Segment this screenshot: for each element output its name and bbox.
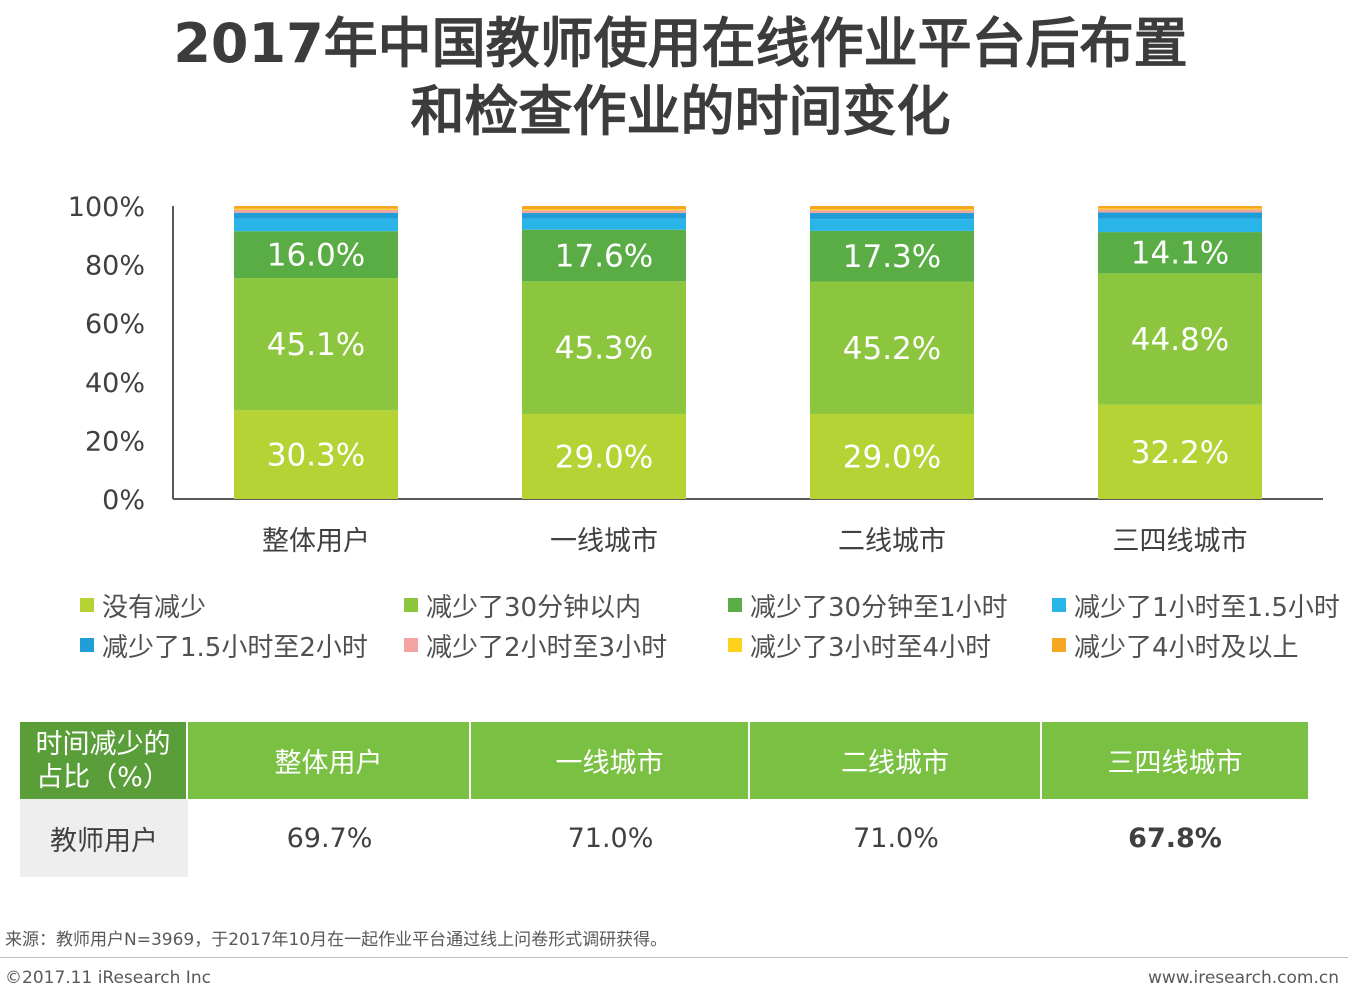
bar-segment — [1098, 208, 1262, 210]
legend-label: 减少了30分钟至1小时 — [750, 592, 1008, 623]
legend-swatch — [728, 638, 742, 652]
y-tick-label: 100% — [68, 192, 145, 223]
y-tick-label: 60% — [85, 309, 145, 340]
legend-label: 减少了1小时至1.5小时 — [1074, 592, 1340, 623]
legend-item: 没有减少 — [80, 585, 206, 625]
legend-swatch — [80, 638, 94, 652]
summary-value: 71.0% — [853, 822, 939, 854]
data-label: 14.1% — [1131, 236, 1229, 272]
legend-swatch — [1052, 598, 1066, 612]
summary-header-cell: 二线城市 — [750, 722, 1042, 799]
bar-segment — [234, 278, 398, 411]
bar-segment — [810, 281, 974, 415]
bar-segment — [1098, 212, 1262, 219]
summary-value-highlight: 67.8% — [1128, 822, 1222, 854]
legend-label: 减少了3小时至4小时 — [750, 632, 992, 663]
data-label: 17.3% — [843, 239, 941, 275]
bar-segment — [810, 213, 974, 220]
stacked-bar-chart: 0% 20% 40% 60% 80% 100% 30.3% 45.1% 16.0% 整体用户 29.… — [68, 192, 1323, 557]
legend-swatch — [404, 598, 418, 612]
legend-item: 减少了1小时至1.5小时 — [1052, 585, 1340, 625]
x-category-label: 整体用户 — [262, 526, 370, 557]
legend-label: 减少了1.5小时至2小时 — [102, 632, 368, 663]
bar-segment — [810, 414, 974, 499]
legend-label: 没有减少 — [102, 592, 207, 623]
x-category-label: 三四线城市 — [1113, 526, 1248, 557]
bar-segment — [810, 230, 974, 282]
summary-row-label: 教师用户 — [20, 799, 188, 877]
summary-header-cell: 三四线城市 — [1042, 722, 1308, 799]
data-label: 17.6% — [555, 239, 653, 275]
legend-label: 减少了30分钟以内 — [426, 592, 642, 623]
summary-value: 71.0% — [567, 822, 654, 854]
data-label: 45.2% — [843, 331, 941, 367]
summary-header-cell: 一线城市 — [471, 722, 750, 799]
bar-segment — [1098, 232, 1262, 274]
summary-header-first: 时间减少的占比（%） — [20, 722, 188, 799]
bar-segment — [522, 210, 686, 214]
bar-segment — [234, 410, 398, 499]
website-link[interactable]: www.iresearch.com.cn — [1147, 968, 1339, 988]
title-line-1: 2017年中国教师使用在线作业平台后布置 — [173, 12, 1188, 75]
bar-segment — [234, 208, 398, 210]
legend-swatch — [404, 638, 418, 652]
data-label: 16.0% — [267, 238, 365, 274]
bar-segment — [810, 206, 974, 210]
legend-label: 减少了4小时及以上 — [1074, 632, 1299, 663]
data-label: 44.8% — [1131, 322, 1229, 358]
legend-swatch — [1052, 638, 1066, 652]
y-tick-label: 80% — [85, 251, 145, 282]
bar-segment — [810, 209, 974, 211]
bar-segment — [522, 281, 686, 415]
footer-divider — [0, 957, 1348, 958]
legend-item: 减少了4小时及以上 — [1052, 625, 1299, 665]
y-tick-label: 40% — [85, 368, 145, 399]
legend-item: 减少了30分钟至1小时 — [728, 585, 1008, 625]
bar-segment — [810, 210, 974, 214]
bar-segment — [522, 213, 686, 219]
bar-segment — [234, 231, 398, 279]
bar-segment — [522, 229, 686, 282]
bar-segment — [234, 209, 398, 213]
legend-item: 减少了3小时至4小时 — [728, 625, 991, 665]
data-label: 45.3% — [555, 331, 653, 367]
bar-segment — [1098, 218, 1262, 233]
x-category-label: 二线城市 — [838, 526, 946, 557]
source-note: 来源：教师用户N=3969，于2017年10月在一起作业平台通过线上问卷形式调研… — [5, 930, 668, 950]
title-line-2: 和检查作业的时间变化 — [410, 80, 951, 143]
bar-segment — [1098, 209, 1262, 213]
x-category-label: 一线城市 — [550, 526, 658, 557]
bar-segment — [522, 206, 686, 210]
bar-segment — [234, 212, 398, 219]
summary-value: 69.7% — [286, 822, 373, 854]
bar-segment — [234, 206, 398, 209]
legend-swatch — [80, 598, 94, 612]
bar-segment — [1098, 404, 1262, 499]
legend-item: 减少了1.5小时至2小时 — [80, 625, 368, 665]
bar-segment — [810, 219, 974, 231]
bar-segment — [522, 414, 686, 499]
data-label: 30.3% — [267, 438, 365, 474]
chart-title: 2017年中国教师使用在线作业平台后布置 和检查作业的时间变化 — [0, 10, 1361, 146]
data-label: 32.2% — [1131, 435, 1229, 471]
summary-data-row: 教师用户 69.7% 71.0% 71.0% 67.8% — [20, 799, 1308, 877]
bar-segment — [234, 218, 398, 232]
y-tick-label: 20% — [85, 426, 145, 457]
legend-label: 减少了2小时至3小时 — [426, 632, 668, 663]
copyright: ©2017.11 iResearch Inc — [5, 968, 211, 988]
summary-header-row: 时间减少的占比（%） 整体用户 一线城市 二线城市 三四线城市 — [20, 722, 1308, 799]
data-label: 45.1% — [267, 327, 365, 363]
data-label: 29.0% — [843, 440, 941, 476]
data-label: 29.0% — [555, 440, 653, 476]
legend-swatch — [728, 598, 742, 612]
summary-table: 时间减少的占比（%） 整体用户 一线城市 二线城市 三四线城市 教师用户 69.… — [20, 722, 1308, 877]
legend-item: 减少了2小时至3小时 — [404, 625, 667, 665]
summary-header-cell: 整体用户 — [188, 722, 471, 799]
legend-item: 减少了30分钟以内 — [404, 585, 641, 625]
y-tick-label: 0% — [102, 485, 145, 516]
bar-segment — [1098, 273, 1262, 405]
bar-segment — [522, 218, 686, 230]
bar-segment — [522, 209, 686, 211]
bar-segment — [1098, 206, 1262, 209]
